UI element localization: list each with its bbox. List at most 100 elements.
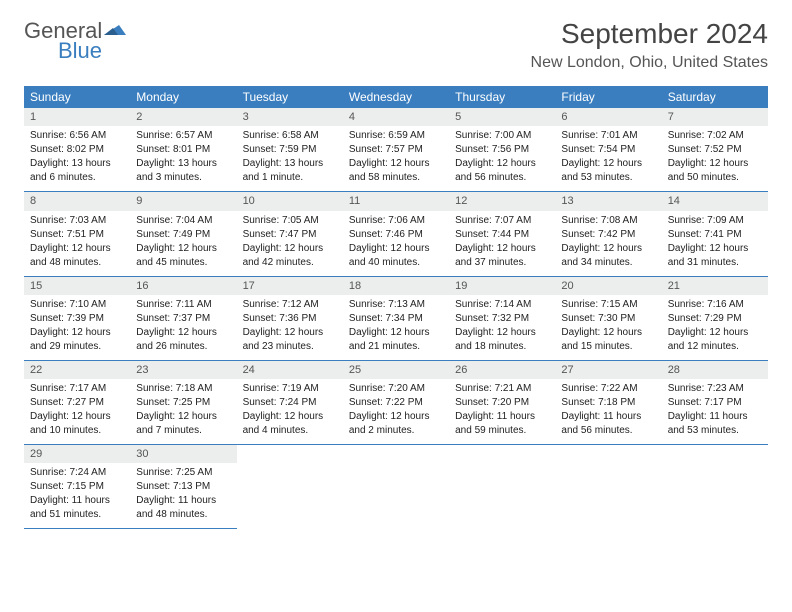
calendar-day-cell: 7Sunrise: 7:02 AMSunset: 7:52 PMDaylight… — [662, 108, 768, 192]
day-detail-line: Sunset: 7:46 PM — [349, 228, 443, 241]
day-number: 24 — [237, 361, 343, 379]
day-number: 27 — [555, 361, 661, 379]
day-details: Sunrise: 7:13 AMSunset: 7:34 PMDaylight:… — [343, 295, 449, 360]
day-detail-line: Sunrise: 7:24 AM — [30, 466, 124, 479]
day-details: Sunrise: 7:24 AMSunset: 7:15 PMDaylight:… — [24, 463, 130, 528]
month-title: September 2024 — [531, 18, 768, 50]
calendar-day-cell: 13Sunrise: 7:08 AMSunset: 7:42 PMDayligh… — [555, 192, 661, 276]
day-details: Sunrise: 7:07 AMSunset: 7:44 PMDaylight:… — [449, 211, 555, 276]
day-detail-line: and 7 minutes. — [136, 424, 230, 437]
day-detail-line: Daylight: 13 hours — [136, 157, 230, 170]
calendar-day-cell: 18Sunrise: 7:13 AMSunset: 7:34 PMDayligh… — [343, 276, 449, 360]
day-number: 15 — [24, 277, 130, 295]
calendar-day-cell: 2Sunrise: 6:57 AMSunset: 8:01 PMDaylight… — [130, 108, 236, 192]
calendar-day-cell: 8Sunrise: 7:03 AMSunset: 7:51 PMDaylight… — [24, 192, 130, 276]
day-detail-line: Sunset: 7:44 PM — [455, 228, 549, 241]
day-number: 4 — [343, 108, 449, 126]
day-detail-line: Sunrise: 7:14 AM — [455, 298, 549, 311]
day-number: 13 — [555, 192, 661, 210]
day-header: Wednesday — [343, 86, 449, 108]
day-detail-line: and 4 minutes. — [243, 424, 337, 437]
day-detail-line: Daylight: 12 hours — [30, 326, 124, 339]
day-detail-line: Sunrise: 7:06 AM — [349, 214, 443, 227]
day-detail-line: and 48 minutes. — [136, 508, 230, 521]
day-detail-line: Sunset: 7:49 PM — [136, 228, 230, 241]
day-detail-line: Sunrise: 7:17 AM — [30, 382, 124, 395]
day-detail-line: Daylight: 13 hours — [243, 157, 337, 170]
day-detail-line: Sunrise: 7:03 AM — [30, 214, 124, 227]
day-detail-line: Sunrise: 7:13 AM — [349, 298, 443, 311]
day-number: 1 — [24, 108, 130, 126]
logo-flag-icon — [104, 19, 130, 44]
day-detail-line: Sunrise: 7:12 AM — [243, 298, 337, 311]
day-details: Sunrise: 7:23 AMSunset: 7:17 PMDaylight:… — [662, 379, 768, 444]
day-detail-line: and 51 minutes. — [30, 508, 124, 521]
day-detail-line: Daylight: 12 hours — [455, 157, 549, 170]
day-detail-line: Sunrise: 6:56 AM — [30, 129, 124, 142]
calendar-day-cell: 19Sunrise: 7:14 AMSunset: 7:32 PMDayligh… — [449, 276, 555, 360]
day-detail-line: Daylight: 12 hours — [349, 410, 443, 423]
logo: General Blue — [24, 18, 130, 64]
calendar-day-cell: 22Sunrise: 7:17 AMSunset: 7:27 PMDayligh… — [24, 360, 130, 444]
day-number: 16 — [130, 277, 236, 295]
header: General Blue September 2024 New London, … — [24, 18, 768, 72]
calendar-day-cell: 24Sunrise: 7:19 AMSunset: 7:24 PMDayligh… — [237, 360, 343, 444]
day-header: Monday — [130, 86, 236, 108]
day-detail-line: Sunrise: 7:19 AM — [243, 382, 337, 395]
day-detail-line: Sunset: 7:47 PM — [243, 228, 337, 241]
day-detail-line: Sunset: 7:18 PM — [561, 396, 655, 409]
day-detail-line: Sunset: 8:01 PM — [136, 143, 230, 156]
day-detail-line: Daylight: 12 hours — [30, 242, 124, 255]
calendar-header-row: Sunday Monday Tuesday Wednesday Thursday… — [24, 86, 768, 108]
calendar-week-row: 8Sunrise: 7:03 AMSunset: 7:51 PMDaylight… — [24, 192, 768, 276]
day-detail-line: Sunrise: 7:23 AM — [668, 382, 762, 395]
day-details: Sunrise: 7:18 AMSunset: 7:25 PMDaylight:… — [130, 379, 236, 444]
day-number: 2 — [130, 108, 236, 126]
day-details: Sunrise: 7:12 AMSunset: 7:36 PMDaylight:… — [237, 295, 343, 360]
day-detail-line: Sunset: 7:17 PM — [668, 396, 762, 409]
day-detail-line: Sunset: 7:13 PM — [136, 480, 230, 493]
day-detail-line: Sunrise: 7:01 AM — [561, 129, 655, 142]
day-detail-line: Daylight: 12 hours — [561, 157, 655, 170]
day-detail-line: Sunset: 7:34 PM — [349, 312, 443, 325]
day-details: Sunrise: 7:16 AMSunset: 7:29 PMDaylight:… — [662, 295, 768, 360]
day-detail-line: Sunrise: 7:21 AM — [455, 382, 549, 395]
day-details: Sunrise: 6:57 AMSunset: 8:01 PMDaylight:… — [130, 126, 236, 191]
day-detail-line: and 42 minutes. — [243, 256, 337, 269]
day-details: Sunrise: 7:02 AMSunset: 7:52 PMDaylight:… — [662, 126, 768, 191]
day-detail-line: and 3 minutes. — [136, 171, 230, 184]
calendar-day-cell: 17Sunrise: 7:12 AMSunset: 7:36 PMDayligh… — [237, 276, 343, 360]
day-detail-line: Sunset: 7:32 PM — [455, 312, 549, 325]
day-detail-line: Sunrise: 7:07 AM — [455, 214, 549, 227]
day-detail-line: Daylight: 12 hours — [243, 326, 337, 339]
day-details: Sunrise: 7:21 AMSunset: 7:20 PMDaylight:… — [449, 379, 555, 444]
day-detail-line: Sunrise: 7:20 AM — [349, 382, 443, 395]
day-number: 18 — [343, 277, 449, 295]
day-details: Sunrise: 7:08 AMSunset: 7:42 PMDaylight:… — [555, 211, 661, 276]
day-detail-line: and 31 minutes. — [668, 256, 762, 269]
day-details: Sunrise: 7:00 AMSunset: 7:56 PMDaylight:… — [449, 126, 555, 191]
calendar-table: Sunday Monday Tuesday Wednesday Thursday… — [24, 86, 768, 529]
calendar-day-cell — [343, 445, 449, 529]
day-detail-line: and 56 minutes. — [455, 171, 549, 184]
calendar-day-cell: 16Sunrise: 7:11 AMSunset: 7:37 PMDayligh… — [130, 276, 236, 360]
day-detail-line: and 59 minutes. — [455, 424, 549, 437]
day-detail-line: Daylight: 12 hours — [455, 326, 549, 339]
day-detail-line: and 18 minutes. — [455, 340, 549, 353]
calendar-day-cell: 25Sunrise: 7:20 AMSunset: 7:22 PMDayligh… — [343, 360, 449, 444]
day-number: 22 — [24, 361, 130, 379]
day-number: 12 — [449, 192, 555, 210]
calendar-day-cell: 28Sunrise: 7:23 AMSunset: 7:17 PMDayligh… — [662, 360, 768, 444]
day-details: Sunrise: 7:04 AMSunset: 7:49 PMDaylight:… — [130, 211, 236, 276]
day-detail-line: Sunset: 7:54 PM — [561, 143, 655, 156]
day-details: Sunrise: 6:59 AMSunset: 7:57 PMDaylight:… — [343, 126, 449, 191]
calendar-week-row: 22Sunrise: 7:17 AMSunset: 7:27 PMDayligh… — [24, 360, 768, 444]
day-detail-line: Daylight: 12 hours — [349, 242, 443, 255]
day-detail-line: Daylight: 12 hours — [136, 326, 230, 339]
day-detail-line: Sunset: 7:22 PM — [349, 396, 443, 409]
day-detail-line: Sunrise: 7:15 AM — [561, 298, 655, 311]
calendar-week-row: 1Sunrise: 6:56 AMSunset: 8:02 PMDaylight… — [24, 108, 768, 192]
day-detail-line: Sunrise: 6:59 AM — [349, 129, 443, 142]
day-detail-line: and 50 minutes. — [668, 171, 762, 184]
day-detail-line: and 34 minutes. — [561, 256, 655, 269]
